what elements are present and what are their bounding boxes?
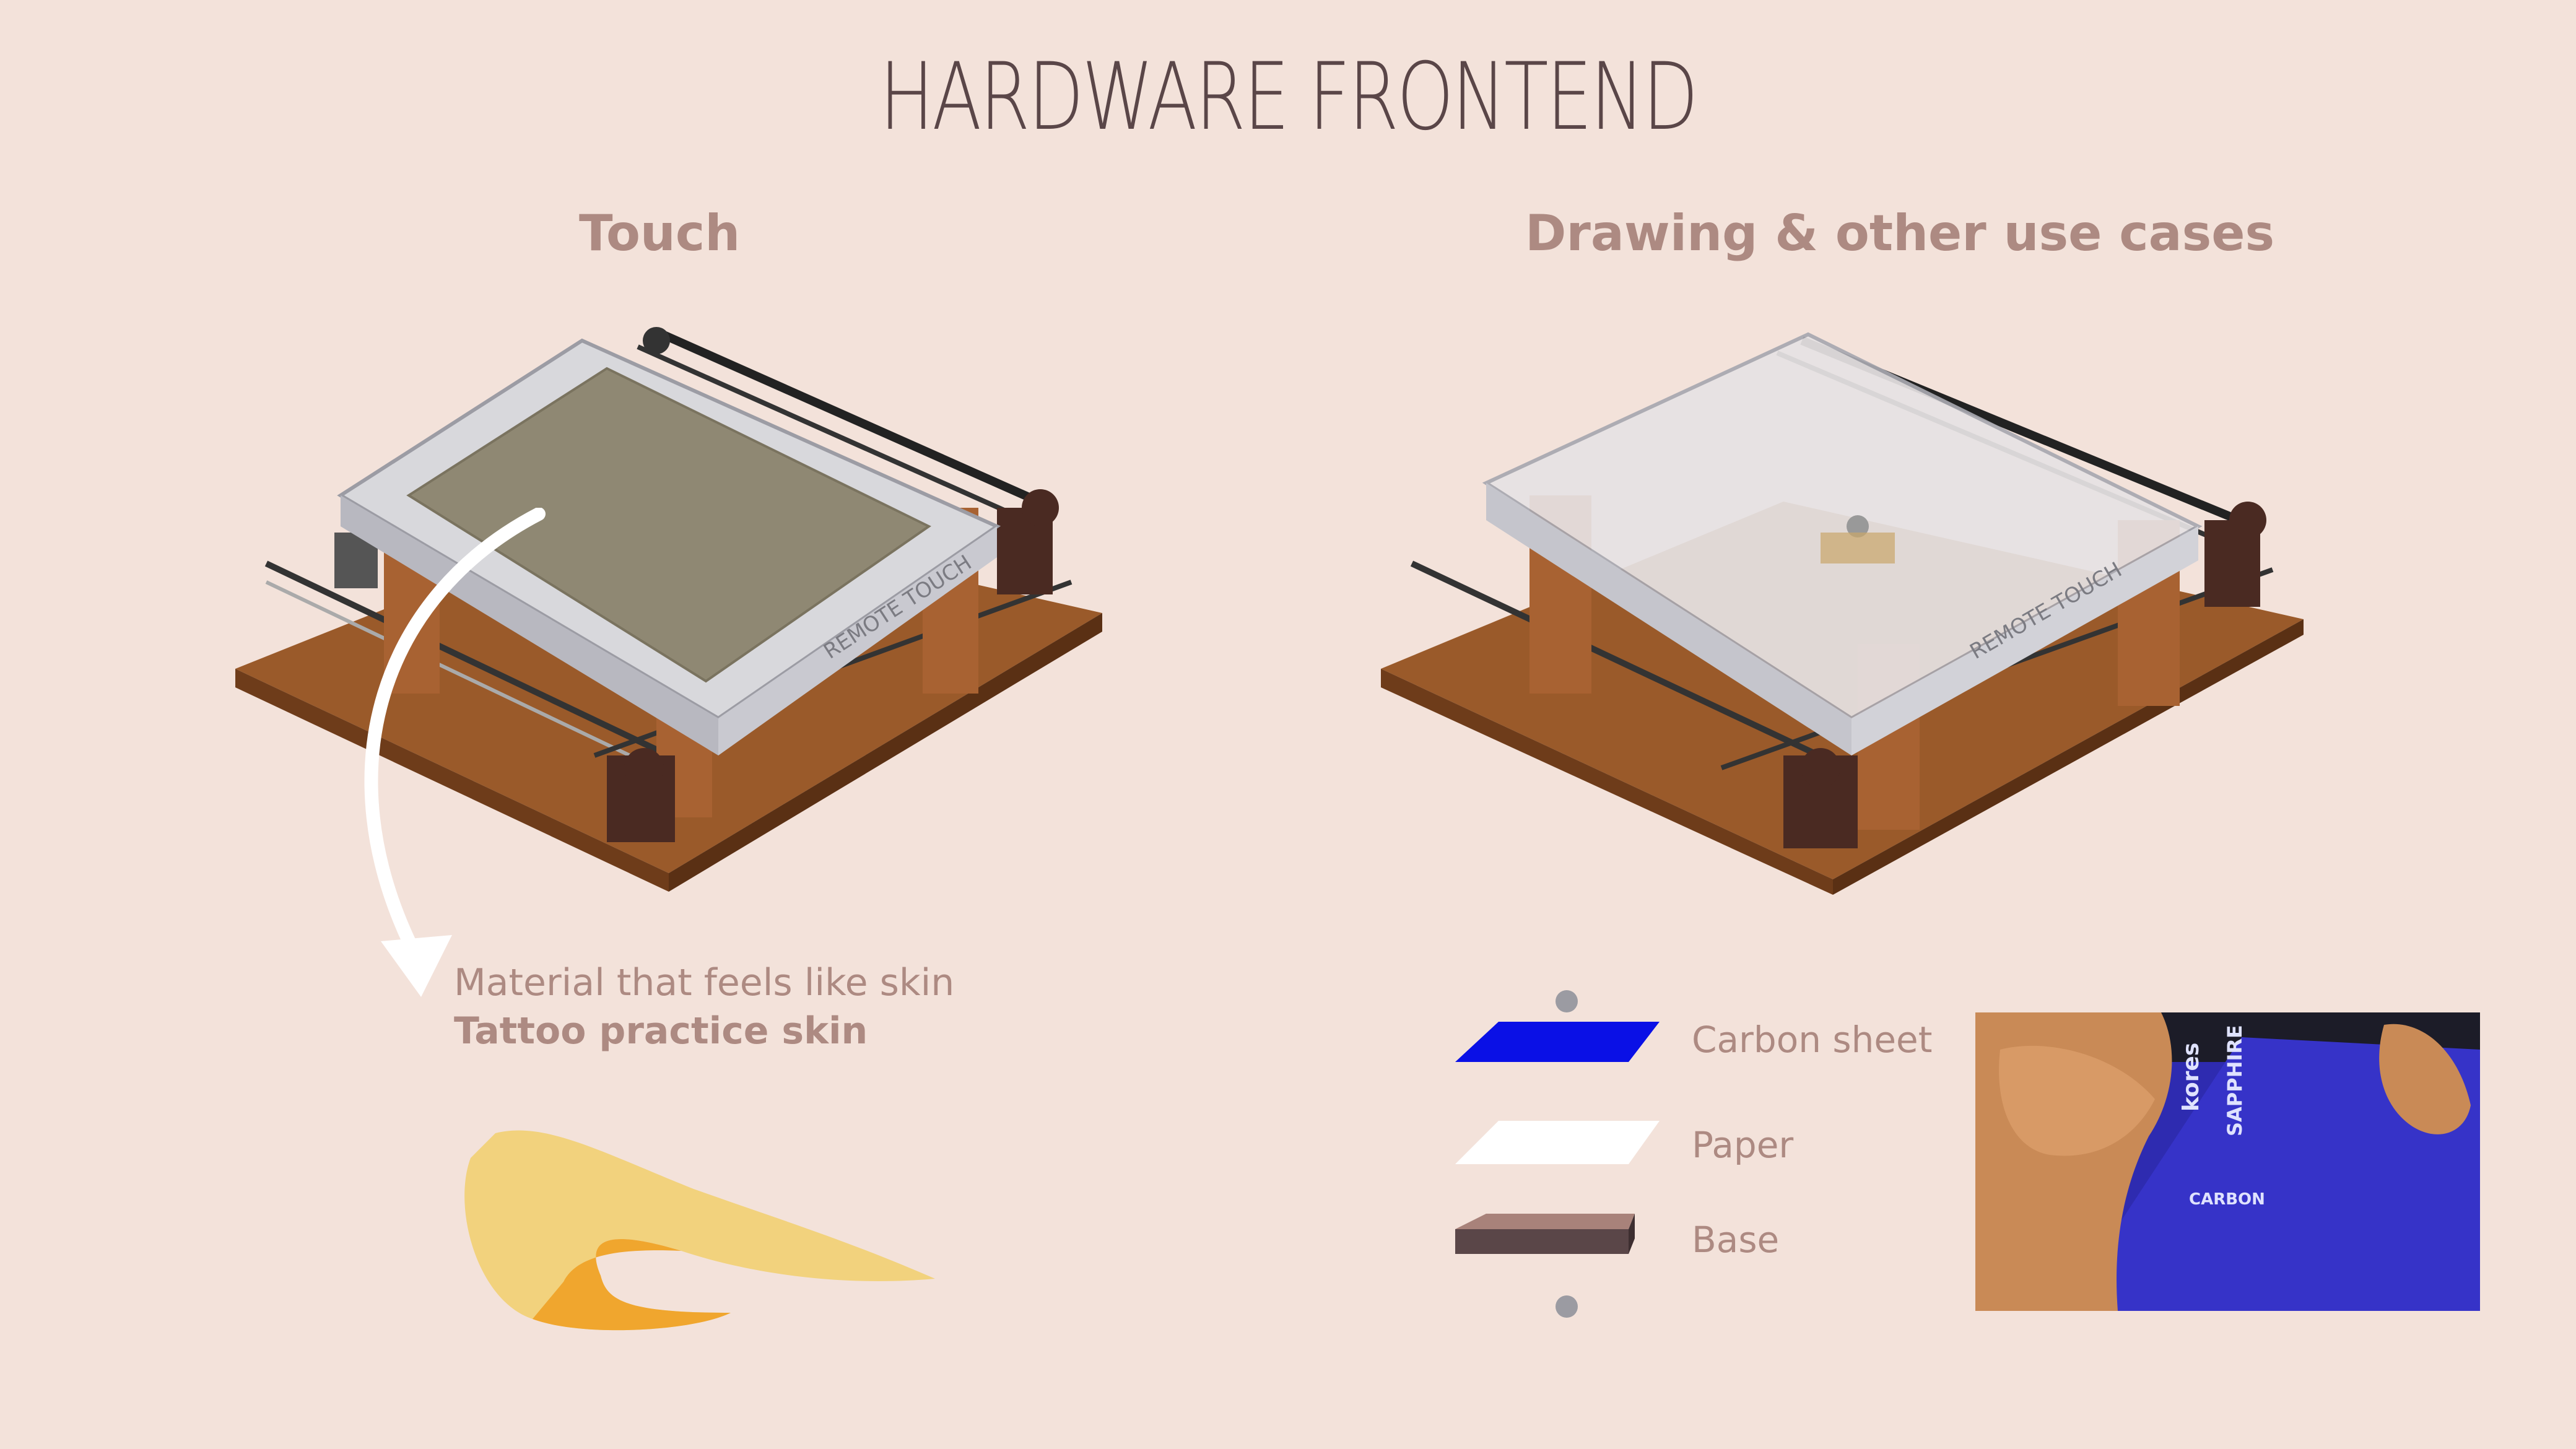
page-title: HARDWARE FRONTEND: [879, 43, 1698, 151]
legend-carbon-sheet: Carbon sheet: [1692, 1019, 1933, 1061]
skin-caption: Material that feels like skin: [454, 961, 955, 1004]
paper-layer: [1455, 1121, 1660, 1164]
photo-brand-label: kores: [2178, 1043, 2204, 1112]
touch-heading: Touch: [579, 204, 741, 262]
legend-base: Base: [1692, 1219, 1780, 1261]
legend-paper: Paper: [1692, 1124, 1794, 1166]
base-layer: [1455, 1214, 1635, 1229]
photo-carbon-label: CARBON: [2189, 1190, 2265, 1209]
practice-skin-image: [464, 1130, 935, 1331]
layer-stack-diagram: [1455, 990, 1660, 1318]
carbon-sheet-layer: [1455, 1022, 1660, 1062]
skin-caption-bold: Tattoo practice skin: [454, 1009, 868, 1053]
arrow-icon: [364, 508, 546, 997]
photo-product-label: SAPPHIRE: [2223, 1025, 2247, 1136]
carbon-sheet-photo: kores SAPPHIRE CARBON: [1975, 1012, 2480, 1311]
drawing-heading: Drawing & other use cases: [1525, 204, 2275, 262]
drawing-device-render: REMOTE TOUCH: [1381, 332, 2304, 895]
touch-device-render: REMOTE TOUCH: [235, 327, 1102, 892]
